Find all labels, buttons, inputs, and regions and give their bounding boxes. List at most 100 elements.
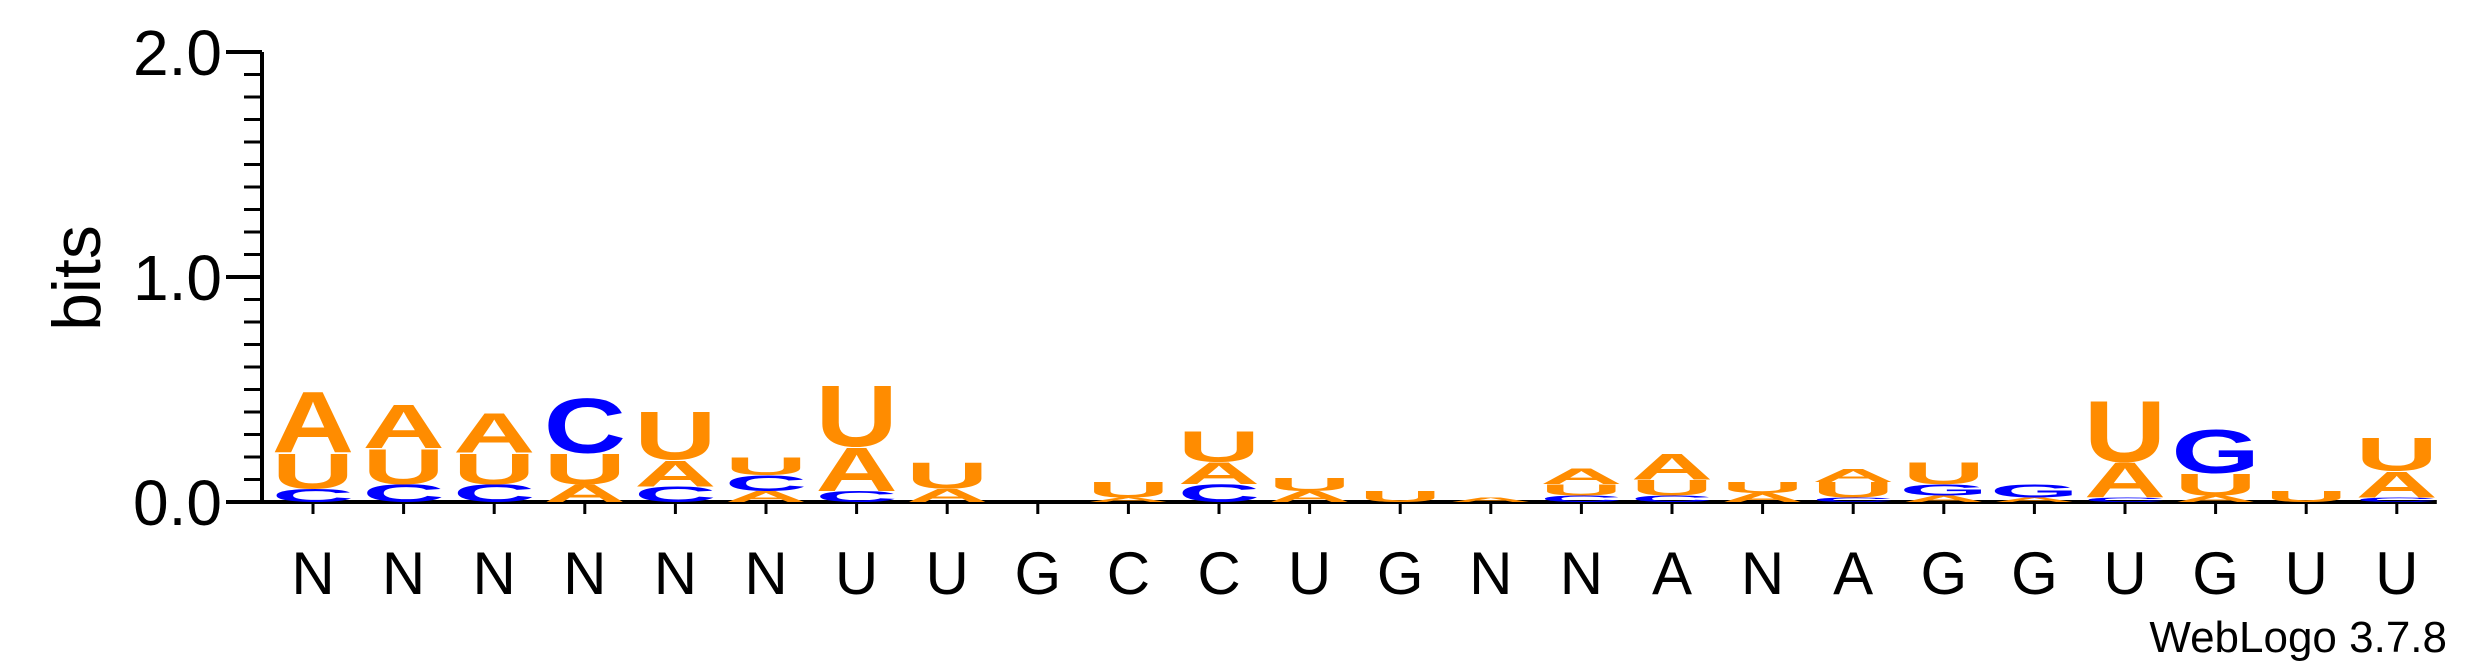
position-label: A <box>1833 540 1873 607</box>
logo-letter-c: C <box>815 488 897 505</box>
letter-stack: AUC <box>544 382 626 507</box>
letter-stack: AU <box>1721 479 1803 505</box>
position-label: G <box>1920 540 1967 607</box>
position-label: N <box>1560 540 1603 607</box>
logo-letter-u: U <box>1812 478 1894 502</box>
letter-stack: U <box>1359 488 1441 505</box>
position-label: N <box>654 540 697 607</box>
logo-letter-a: A <box>1178 456 1260 491</box>
position-label: N <box>382 540 425 607</box>
logo-letter-u: U <box>2174 467 2256 502</box>
position-label: N <box>563 540 606 607</box>
letter-stack: CAU <box>2084 382 2166 508</box>
logo-letter-a: A <box>906 485 988 506</box>
letter-stack: A <box>1450 496 1532 503</box>
logo-letter-a: A <box>1993 496 2075 503</box>
position-label: N <box>291 540 334 607</box>
letter-stack: AG <box>1990 481 2079 504</box>
position-label: U <box>1288 540 1331 607</box>
position-label: N <box>1741 540 1784 607</box>
letter-stack: CAU <box>2356 429 2438 506</box>
letter-stack: CAU <box>815 366 897 505</box>
position-label: U <box>2375 540 2418 607</box>
y-axis: 0.0 1.0 2.0 <box>133 17 264 539</box>
logo-letter-c: C <box>1812 496 1894 503</box>
letter-stack: AUG <box>2171 417 2260 504</box>
position-label: N <box>744 540 787 607</box>
logo-letter-u: U <box>1540 481 1622 498</box>
logo-letter-a: A <box>453 402 535 465</box>
logo-letter-a: A <box>1087 496 1169 503</box>
position-label: G <box>1014 540 1061 607</box>
logo-letter-u: U <box>906 454 988 496</box>
weblogo-credit: WebLogo 3.7.8 <box>2149 613 2447 662</box>
letter-stack: CUA <box>453 402 535 507</box>
letter-stack: CUA <box>272 373 354 506</box>
logo-letter-c: C <box>1178 480 1260 508</box>
logo-letter-a: A <box>1903 494 1985 504</box>
logo-letter-c: C <box>453 480 535 508</box>
position-label: A <box>1652 540 1692 607</box>
logo-letter-u: U <box>453 445 535 494</box>
y-tick-label: 0.0 <box>133 467 222 539</box>
y-tick-label: 1.0 <box>133 242 222 314</box>
letter-stack: CUA <box>1540 465 1622 505</box>
logo-letter-u: U <box>2356 429 2438 481</box>
letter-stack: AU <box>1087 478 1169 503</box>
logo-letter-a: A <box>725 488 807 505</box>
letter-stack: AGU <box>1900 456 1989 505</box>
letter-stack: CUA <box>1631 445 1713 504</box>
position-label: C <box>1107 540 1150 607</box>
logo-letter-a: A <box>2174 494 2256 504</box>
logo-letter-a: A <box>1540 465 1622 489</box>
logo-letter-a: A <box>272 373 354 471</box>
position-label: U <box>2285 540 2328 607</box>
y-tick-label: 2.0 <box>133 17 222 89</box>
letter-stack: ACU <box>725 453 807 506</box>
logo-letter-g: G <box>1900 481 1989 498</box>
logo-letter-u: U <box>634 397 716 474</box>
logo-letter-u: U <box>272 443 354 499</box>
logo-letter-a: A <box>2084 452 2166 508</box>
logo-letter-c: C <box>1540 494 1622 504</box>
logo-letter-u: U <box>1631 476 1713 500</box>
logo-letter-a: A <box>1721 491 1803 505</box>
logo-letter-a: A <box>2356 463 2438 505</box>
logo-letter-a: A <box>815 435 897 504</box>
position-label: C <box>1197 540 1240 607</box>
logo-letter-a: A <box>544 480 626 508</box>
logo-letter-a: A <box>1268 488 1350 505</box>
letter-stack: AU <box>906 454 988 506</box>
letter-stack: CAU <box>634 397 716 507</box>
logo-letter-u: U <box>1087 478 1169 502</box>
logo-letter-a: A <box>362 392 444 461</box>
logo-letter-c: C <box>544 382 626 469</box>
logo-letter-u: U <box>1178 422 1260 471</box>
position-label: N <box>1469 540 1512 607</box>
position-label: G <box>2011 540 2058 607</box>
logo-letter-a: A <box>1631 445 1713 487</box>
logo-letter-c: C <box>634 483 716 507</box>
logo-letter-u: U <box>362 439 444 495</box>
logo-letter-u: U <box>1268 474 1350 495</box>
position-label: U <box>2103 540 2146 607</box>
logo-letter-u: U <box>725 453 807 481</box>
position-label: G <box>2192 540 2239 607</box>
letter-stack: CUA <box>362 392 444 507</box>
logo-letter-a: A <box>1812 465 1894 486</box>
logo-letter-c: C <box>2084 496 2166 503</box>
logo-letter-c: C <box>725 471 807 495</box>
logo-letter-c: C <box>2356 496 2438 503</box>
position-label: G <box>1377 540 1424 607</box>
logo-letter-u: U <box>2084 382 2166 480</box>
y-axis-label: bits <box>39 225 115 331</box>
letter-stack: CUA <box>1812 465 1894 503</box>
logo-letter-u: U <box>815 366 897 464</box>
logo-letter-a: A <box>1450 496 1532 503</box>
logo-letter-c: C <box>362 480 444 508</box>
letter-stack: AU <box>1268 474 1350 505</box>
logo-letter-c: C <box>272 485 354 506</box>
logo-letter-a: A <box>634 452 716 494</box>
